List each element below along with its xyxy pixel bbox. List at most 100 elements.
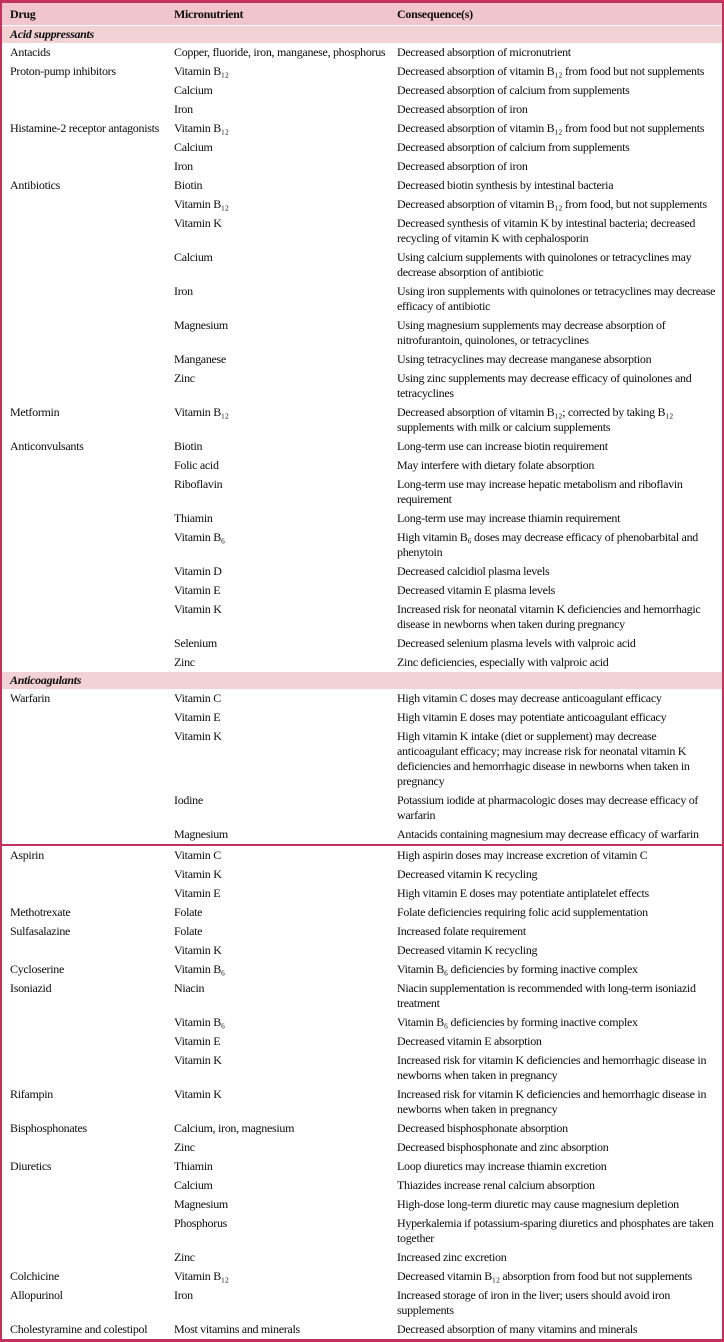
- micronutrient-cell: Biotin: [174, 439, 203, 453]
- micronutrient-cell: Vitamin E: [174, 583, 221, 597]
- drug-cell: [2, 214, 166, 248]
- micronutrient-cell: Zinc: [174, 655, 195, 669]
- drug-cell: [2, 581, 166, 600]
- micronutrient-cell: Magnesium: [174, 827, 228, 841]
- consequence-cell: May interfere with dietary folate absorp…: [397, 458, 595, 472]
- section-label: Anticoagulants: [2, 672, 722, 689]
- consequence-cell: Using iron supplements with quinolones o…: [397, 284, 716, 313]
- table-row: Antacids Copper, fluoride, iron, manganes…: [2, 43, 722, 62]
- table-row: Magnesium High-dose long-term diuretic ma…: [2, 1195, 722, 1214]
- consequence-cell: Decreased absorption of calcium from sup…: [397, 140, 630, 154]
- consequence-cell: Decreased vitamin E absorption: [397, 1034, 542, 1048]
- micronutrient-cell: Calcium: [174, 83, 213, 97]
- table-row: Vitamin B₁₂ Decreased absorption of vitam…: [2, 195, 722, 214]
- micronutrient-cell: Vitamin B₁₂: [174, 1269, 229, 1283]
- micronutrient-cell: Calcium: [174, 250, 213, 264]
- table-row: Vitamin K Decreased synthesis of vitamin …: [2, 214, 722, 248]
- drug-cell: [2, 653, 166, 672]
- micronutrient-cell: Vitamin K: [174, 216, 222, 230]
- consequence-cell: Increased risk for neonatal vitamin K de…: [397, 602, 701, 631]
- micronutrient-cell: Vitamin C: [174, 848, 221, 862]
- consequence-cell: Decreased absorption of calcium from sup…: [397, 83, 630, 97]
- micronutrient-cell: Zinc: [174, 1250, 195, 1264]
- drug-cell: [2, 350, 166, 369]
- consequence-cell: Long-term use can increase biotin requir…: [397, 439, 608, 453]
- drug-cell: [2, 600, 166, 634]
- consequence-cell: Decreased absorption of iron: [397, 102, 528, 116]
- drug-cell: [2, 157, 166, 176]
- table-row: Calcium Thiazides increase renal calcium …: [2, 1176, 722, 1195]
- consequence-cell: Niacin supplementation is recommended wi…: [397, 981, 696, 1010]
- drug-cell: [2, 475, 166, 509]
- table-row: Calcium Decreased absorption of calcium f…: [2, 138, 722, 157]
- consequence-cell: Decreased absorption of micronutrient: [397, 45, 571, 59]
- micronutrient-cell: Manganese: [174, 352, 226, 366]
- column-header-micronutrient: Micronutrient: [166, 3, 389, 26]
- table-row: Vitamin K Decreased vitamin K recycling: [2, 941, 722, 960]
- drug-cell: [2, 791, 166, 825]
- drug-cell: [2, 1051, 166, 1085]
- consequence-cell: High vitamin E doses may potentiate anti…: [397, 710, 667, 724]
- drug-cell: Histamine-2 receptor antagonists: [10, 121, 160, 135]
- consequence-cell: High-dose long-term diuretic may cause m…: [397, 1197, 679, 1211]
- consequence-cell: Decreased synthesis of vitamin K by inte…: [397, 216, 696, 245]
- consequence-cell: Decreased vitamin K recycling: [397, 943, 538, 957]
- drug-cell: [2, 509, 166, 528]
- consequence-cell: Decreased vitamin E plasma levels: [397, 583, 556, 597]
- table-row: Proton-pump inhibitors Vitamin B₁₂ Decreas…: [2, 62, 722, 81]
- drug-cell: [2, 562, 166, 581]
- drug-cell: Sulfasalazine: [10, 924, 71, 938]
- micronutrient-cell: Vitamin K: [174, 729, 222, 743]
- drug-cell: [2, 1214, 166, 1248]
- consequence-cell: Increased risk for vitamin K deficiencie…: [397, 1053, 707, 1082]
- drug-cell: Allopurinol: [10, 1288, 63, 1302]
- drug-cell: Aspirin: [10, 848, 44, 862]
- consequence-cell: Potassium iodide at pharmacologic doses …: [397, 793, 699, 822]
- micronutrient-cell: Vitamin B₆: [174, 530, 225, 544]
- micronutrient-cell: Vitamin E: [174, 710, 221, 724]
- consequence-cell: High vitamin K intake (diet or supplemen…: [397, 729, 690, 788]
- consequence-cell: Decreased selenium plasma levels with va…: [397, 636, 636, 650]
- consequence-cell: Increased zinc excretion: [397, 1250, 507, 1264]
- micronutrient-cell: Vitamin K: [174, 943, 222, 957]
- drug-cell: [2, 1176, 166, 1195]
- drug-cell: Cholestyramine and colestipol: [10, 1322, 148, 1336]
- table-row: Calcium Using calcium supplements with qu…: [2, 248, 722, 282]
- consequence-cell: Decreased absorption of vitamin B₁₂ from…: [397, 197, 707, 211]
- micronutrient-cell: Niacin: [174, 981, 205, 995]
- table-row: Folic acid May interfere with dietary fol…: [2, 456, 722, 475]
- table-row: Iron Decreased absorption of iron: [2, 100, 722, 119]
- consequence-cell: Decreased absorption of iron: [397, 159, 528, 173]
- table-row: Zinc Using zinc supplements may decrease …: [2, 369, 722, 403]
- table-row: Manganese Using tetracyclines may decreas…: [2, 350, 722, 369]
- drug-cell: [2, 1032, 166, 1051]
- drug-cell: Diuretics: [10, 1159, 52, 1173]
- drug-cell: [2, 1138, 166, 1157]
- consequence-cell: Using tetracyclines may decrease mangane…: [397, 352, 652, 366]
- consequence-cell: Decreased vitamin K recycling: [397, 867, 538, 881]
- consequence-cell: Increased folate requirement: [397, 924, 526, 938]
- micronutrient-cell: Vitamin K: [174, 867, 222, 881]
- table-row: Selenium Decreased selenium plasma levels…: [2, 634, 722, 653]
- table-row: Zinc Zinc deficiencies, especially with v…: [2, 653, 722, 672]
- table-row: Antibiotics Biotin Decreased biotin synthe…: [2, 176, 722, 195]
- micronutrient-cell: Vitamin K: [174, 1053, 222, 1067]
- drug-cell: [2, 100, 166, 119]
- micronutrient-cell: Biotin: [174, 178, 203, 192]
- drug-cell: Proton-pump inhibitors: [10, 64, 116, 78]
- micronutrient-cell: Iron: [174, 159, 193, 173]
- table-row: Sulfasalazine Folate Increased folate requ…: [2, 922, 722, 941]
- table-row: Colchicine Vitamin B₁₂ Decreased vitamin B…: [2, 1267, 722, 1286]
- micronutrient-cell: Thiamin: [174, 1159, 213, 1173]
- table-row: Magnesium Antacids containing magnesium m…: [2, 825, 722, 845]
- table-header-row: Drug Micronutrient Consequence(s): [2, 3, 722, 26]
- consequence-cell: Using calcium supplements with quinolone…: [397, 250, 692, 279]
- micronutrient-cell: Thiamin: [174, 511, 213, 525]
- table-row: Methotrexate Folate Folate deficiencies re…: [2, 903, 722, 922]
- column-header-drug: Drug: [2, 3, 166, 26]
- consequence-cell: Long-term use may increase hepatic metab…: [397, 477, 683, 506]
- table-row: Diuretics Thiamin Loop diuretics may incre…: [2, 1157, 722, 1176]
- micronutrient-cell: Phosphorus: [174, 1216, 228, 1230]
- micronutrient-cell: Iron: [174, 1288, 193, 1302]
